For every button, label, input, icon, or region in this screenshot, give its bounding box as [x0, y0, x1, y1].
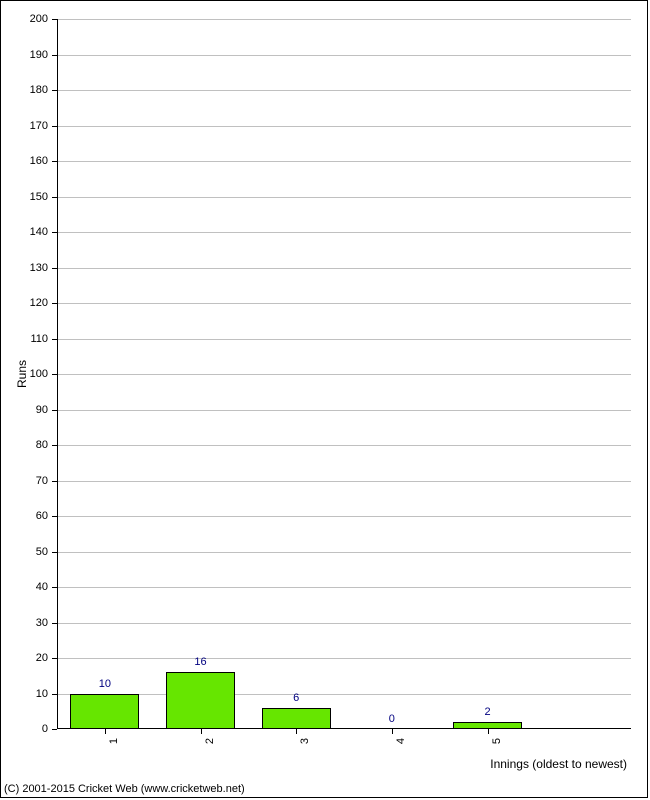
gridline	[57, 623, 631, 624]
y-tick-label: 0	[1, 723, 48, 735]
gridline	[57, 587, 631, 588]
gridline	[57, 232, 631, 233]
y-tick-label: 40	[1, 581, 48, 593]
y-tick-label: 30	[1, 617, 48, 629]
bar-value-label: 0	[389, 713, 395, 725]
gridline	[57, 516, 631, 517]
y-tick-mark	[52, 90, 57, 91]
gridline	[57, 19, 631, 20]
y-tick-label: 80	[1, 439, 48, 451]
y-tick-label: 110	[1, 333, 48, 345]
bar-value-label: 10	[99, 678, 111, 690]
y-tick-mark	[52, 19, 57, 20]
x-axis-line	[57, 728, 631, 729]
gridline	[57, 268, 631, 269]
x-tick-label: 4	[395, 738, 407, 744]
y-tick-label: 20	[1, 652, 48, 664]
y-tick-mark	[52, 161, 57, 162]
bar-value-label: 2	[484, 706, 490, 718]
bar-value-label: 6	[293, 692, 299, 704]
y-tick-label: 50	[1, 546, 48, 558]
gridline	[57, 55, 631, 56]
y-tick-mark	[52, 729, 57, 730]
x-tick-mark	[296, 729, 297, 734]
bar	[70, 694, 139, 730]
bar	[453, 722, 522, 729]
y-tick-mark	[52, 658, 57, 659]
gridline	[57, 481, 631, 482]
y-tick-label: 130	[1, 262, 48, 274]
bar	[166, 672, 235, 729]
y-tick-mark	[52, 232, 57, 233]
y-tick-mark	[52, 623, 57, 624]
plot-area: 10 16 6 0 2	[57, 19, 631, 729]
y-tick-label: 90	[1, 404, 48, 416]
y-tick-mark	[52, 55, 57, 56]
y-tick-mark	[52, 516, 57, 517]
y-tick-mark	[52, 445, 57, 446]
gridline	[57, 161, 631, 162]
gridline	[57, 197, 631, 198]
gridline	[57, 126, 631, 127]
y-tick-mark	[52, 481, 57, 482]
y-tick-mark	[52, 587, 57, 588]
bar-value-label: 16	[194, 656, 206, 668]
chart-frame: 1016602 Runs Innings (oldest to newest) …	[0, 0, 648, 798]
y-tick-mark	[52, 694, 57, 695]
gridline	[57, 694, 631, 695]
y-tick-mark	[52, 303, 57, 304]
y-axis-line	[57, 19, 58, 729]
y-tick-label: 100	[1, 368, 48, 380]
gridline	[57, 303, 631, 304]
gridline	[57, 410, 631, 411]
y-tick-label: 180	[1, 84, 48, 96]
y-tick-mark	[52, 339, 57, 340]
y-tick-mark	[52, 197, 57, 198]
y-tick-label: 190	[1, 49, 48, 61]
x-tick-label: 2	[204, 738, 216, 744]
y-tick-mark	[52, 410, 57, 411]
y-tick-mark	[52, 552, 57, 553]
x-tick-label: 3	[299, 738, 311, 744]
y-tick-label: 120	[1, 297, 48, 309]
x-axis-title: Innings (oldest to newest)	[490, 757, 627, 771]
y-tick-mark	[52, 374, 57, 375]
x-tick-mark	[201, 729, 202, 734]
x-tick-label: 5	[491, 738, 503, 744]
y-tick-label: 140	[1, 226, 48, 238]
x-tick-label: 1	[108, 738, 120, 744]
x-tick-mark	[105, 729, 106, 734]
copyright-footer: (C) 2001-2015 Cricket Web (www.cricketwe…	[4, 783, 245, 795]
y-tick-label: 160	[1, 155, 48, 167]
y-tick-label: 170	[1, 120, 48, 132]
gridline	[57, 552, 631, 553]
y-tick-label: 200	[1, 13, 48, 25]
gridline	[57, 374, 631, 375]
x-tick-mark	[392, 729, 393, 734]
y-tick-mark	[52, 126, 57, 127]
gridline	[57, 90, 631, 91]
y-tick-mark	[52, 268, 57, 269]
gridline	[57, 658, 631, 659]
y-tick-label: 60	[1, 510, 48, 522]
y-tick-label: 70	[1, 475, 48, 487]
gridline	[57, 339, 631, 340]
x-tick-mark	[488, 729, 489, 734]
bar	[262, 708, 331, 729]
gridline	[57, 445, 631, 446]
y-tick-label: 150	[1, 191, 48, 203]
y-tick-label: 10	[1, 688, 48, 700]
